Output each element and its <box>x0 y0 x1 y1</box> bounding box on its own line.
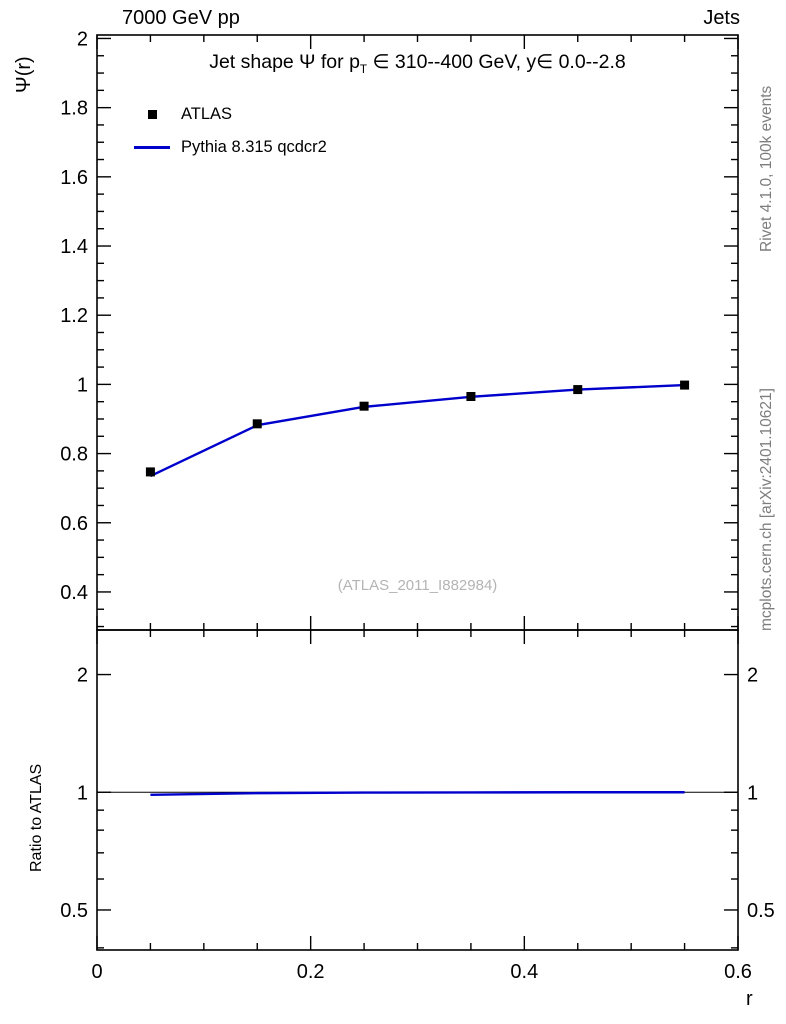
y-tick-label: 1 <box>77 374 88 396</box>
beam-energy-label: 7000 GeV pp <box>122 7 240 29</box>
legend: ATLAS Pythia 8.315 qcdcr2 <box>130 98 327 164</box>
y-tick-label: 1.8 <box>60 98 88 120</box>
plot-title-post: ∈ 310--400 GeV, y∈ 0.0--2.8 <box>367 51 626 73</box>
y-tick-label: 1.4 <box>60 236 88 258</box>
ratio-tick-label-right: 2 <box>747 665 758 687</box>
y-axis-label: Ψ(r) <box>13 56 35 93</box>
ratio-tick-label-right: 0.5 <box>747 900 775 922</box>
ratio-curve <box>150 791 685 797</box>
ratio-tick-label-left: 1 <box>77 782 88 804</box>
atlas-data-point <box>252 419 262 429</box>
legend-swatch-wrap <box>130 110 174 119</box>
legend-swatch-wrap <box>130 146 174 149</box>
analysis-id-watermark: (ATLAS_2011_I882984) <box>337 577 498 594</box>
y-tick-label: 0.8 <box>60 444 88 466</box>
x-tick-label: 0.2 <box>297 961 325 983</box>
y-tick-label: 0.6 <box>60 513 88 535</box>
atlas-data-point <box>466 391 476 401</box>
atlas-data-point <box>359 401 369 411</box>
rivet-version-note: Rivet 4.1.0, 100k events <box>758 85 775 252</box>
y-tick-label: 0.4 <box>60 582 88 604</box>
x-tick-label: 0.4 <box>510 961 538 983</box>
ratio-tick-label-left: 2 <box>77 665 88 687</box>
pythia-line-swatch-icon <box>134 146 170 149</box>
atlas-data-point <box>680 380 690 390</box>
y-tick-label: 1.2 <box>60 305 88 327</box>
plot-title-pre: Jet shape Ψ for p <box>209 51 360 73</box>
legend-label-atlas: ATLAS <box>181 105 233 123</box>
ratio-panel-frame <box>96 629 739 951</box>
ratio-tick-label-left: 0.5 <box>60 900 88 922</box>
y-tick-label: 1.6 <box>60 167 88 189</box>
ratio-axis-label: Ratio to ATLAS <box>28 763 45 872</box>
x-tick-label: 0 <box>91 961 102 983</box>
atlas-square-marker-icon <box>147 110 157 119</box>
atlas-data-point <box>145 467 155 477</box>
legend-entry-atlas: ATLAS <box>130 98 327 131</box>
legend-label-pythia: Pythia 8.315 qcdcr2 <box>181 138 327 156</box>
x-tick-label: 0.6 <box>724 961 752 983</box>
plot-title-sub: T <box>359 62 368 76</box>
plot-title: Jet shape Ψ for pT ∈ 310--400 GeV, y∈ 0.… <box>97 50 738 76</box>
legend-entry-pythia: Pythia 8.315 qcdcr2 <box>130 131 327 164</box>
process-label: Jets <box>703 7 740 29</box>
pythia-curve <box>149 383 685 478</box>
x-axis-label: r <box>746 988 753 1010</box>
mcplots-arxiv-note: mcplots.cern.ch [arXiv:2401.10621] <box>758 388 775 631</box>
atlas-data-point <box>573 385 583 395</box>
y-tick-label: 2 <box>77 28 88 50</box>
ratio-tick-label-right: 1 <box>747 782 758 804</box>
